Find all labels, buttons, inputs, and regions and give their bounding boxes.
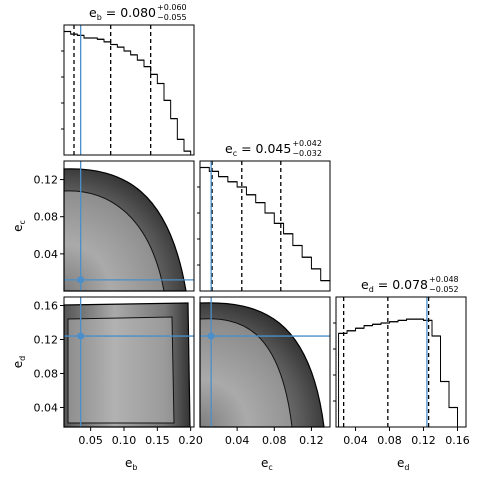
title-value: 0.080	[120, 5, 156, 20]
symbol: e	[11, 361, 25, 368]
panel-title: eb = 0.080	[89, 5, 156, 22]
title-plus: +0.042	[292, 139, 322, 148]
title-minus: −0.032	[292, 149, 322, 158]
panel-frame	[63, 296, 195, 428]
title-minus: −0.055	[157, 13, 187, 22]
title-value: 0.045	[256, 141, 292, 156]
x-tick-label: 0.20	[178, 434, 203, 447]
x-tick-label: 0.04	[343, 434, 368, 447]
x-tick-label: 0.10	[112, 434, 137, 447]
symbol: e	[125, 456, 132, 470]
x-tick-label: 0.12	[411, 434, 436, 447]
x-tick-label: 0.12	[299, 434, 324, 447]
panel-title: ec = 0.045	[225, 141, 291, 158]
title-plus: +0.060	[157, 3, 187, 12]
hist-outline	[199, 167, 331, 291]
y-tick-label: 0.08	[34, 367, 59, 380]
x-tick-label: 0.04	[225, 434, 250, 447]
hist-outline	[338, 318, 459, 427]
symbol: e	[11, 225, 25, 232]
x-axis-label: ec	[261, 456, 273, 472]
panel-frame	[63, 160, 195, 292]
panel-frame	[199, 160, 331, 292]
x-axis-label: ed	[397, 456, 409, 472]
panel-frame	[335, 296, 467, 428]
x-tick-label: 0.08	[262, 434, 287, 447]
symbol: e	[361, 277, 369, 292]
title-value: 0.078	[392, 277, 428, 292]
subscript: d	[404, 463, 409, 472]
subscript: c	[18, 220, 27, 224]
title-sep: =	[237, 141, 255, 156]
contour	[63, 168, 187, 292]
x-tick-label: 0.08	[377, 434, 402, 447]
subscript: d	[369, 285, 374, 294]
truth-point	[77, 276, 85, 284]
y-tick-label: 0.12	[34, 174, 59, 187]
y-tick-label: 0.04	[34, 248, 59, 261]
y-tick-label: 0.16	[34, 299, 59, 312]
title-sep: =	[374, 277, 392, 292]
truth-point	[77, 332, 85, 340]
subscript: c	[233, 149, 237, 158]
title-plus: +0.048	[429, 275, 459, 284]
hist-outline	[63, 31, 192, 155]
subscript: d	[18, 356, 27, 361]
symbol: e	[89, 5, 97, 20]
symbol: e	[397, 456, 404, 470]
title-minus: −0.052	[429, 285, 459, 294]
subscript: b	[132, 463, 137, 472]
y-axis-label: ed	[11, 356, 27, 368]
y-tick-label: 0.04	[34, 401, 59, 414]
truth-point	[207, 332, 215, 340]
panel-frame	[199, 296, 331, 428]
subscript: c	[268, 463, 272, 472]
panel-frame	[63, 24, 195, 156]
y-tick-label: 0.12	[34, 333, 59, 346]
y-axis-label: ec	[11, 220, 27, 232]
x-axis-label: eb	[125, 456, 137, 472]
density-inner	[67, 316, 175, 424]
subscript: b	[97, 13, 102, 22]
x-tick-label: 0.15	[145, 434, 170, 447]
contour	[199, 302, 325, 428]
symbol: e	[225, 141, 233, 156]
title-sep: =	[102, 5, 120, 20]
y-tick-label: 0.08	[34, 211, 59, 224]
panel-title: ed = 0.078	[361, 277, 428, 294]
x-tick-label: 0.05	[78, 434, 103, 447]
symbol: e	[261, 456, 268, 470]
x-tick-label: 0.16	[445, 434, 470, 447]
